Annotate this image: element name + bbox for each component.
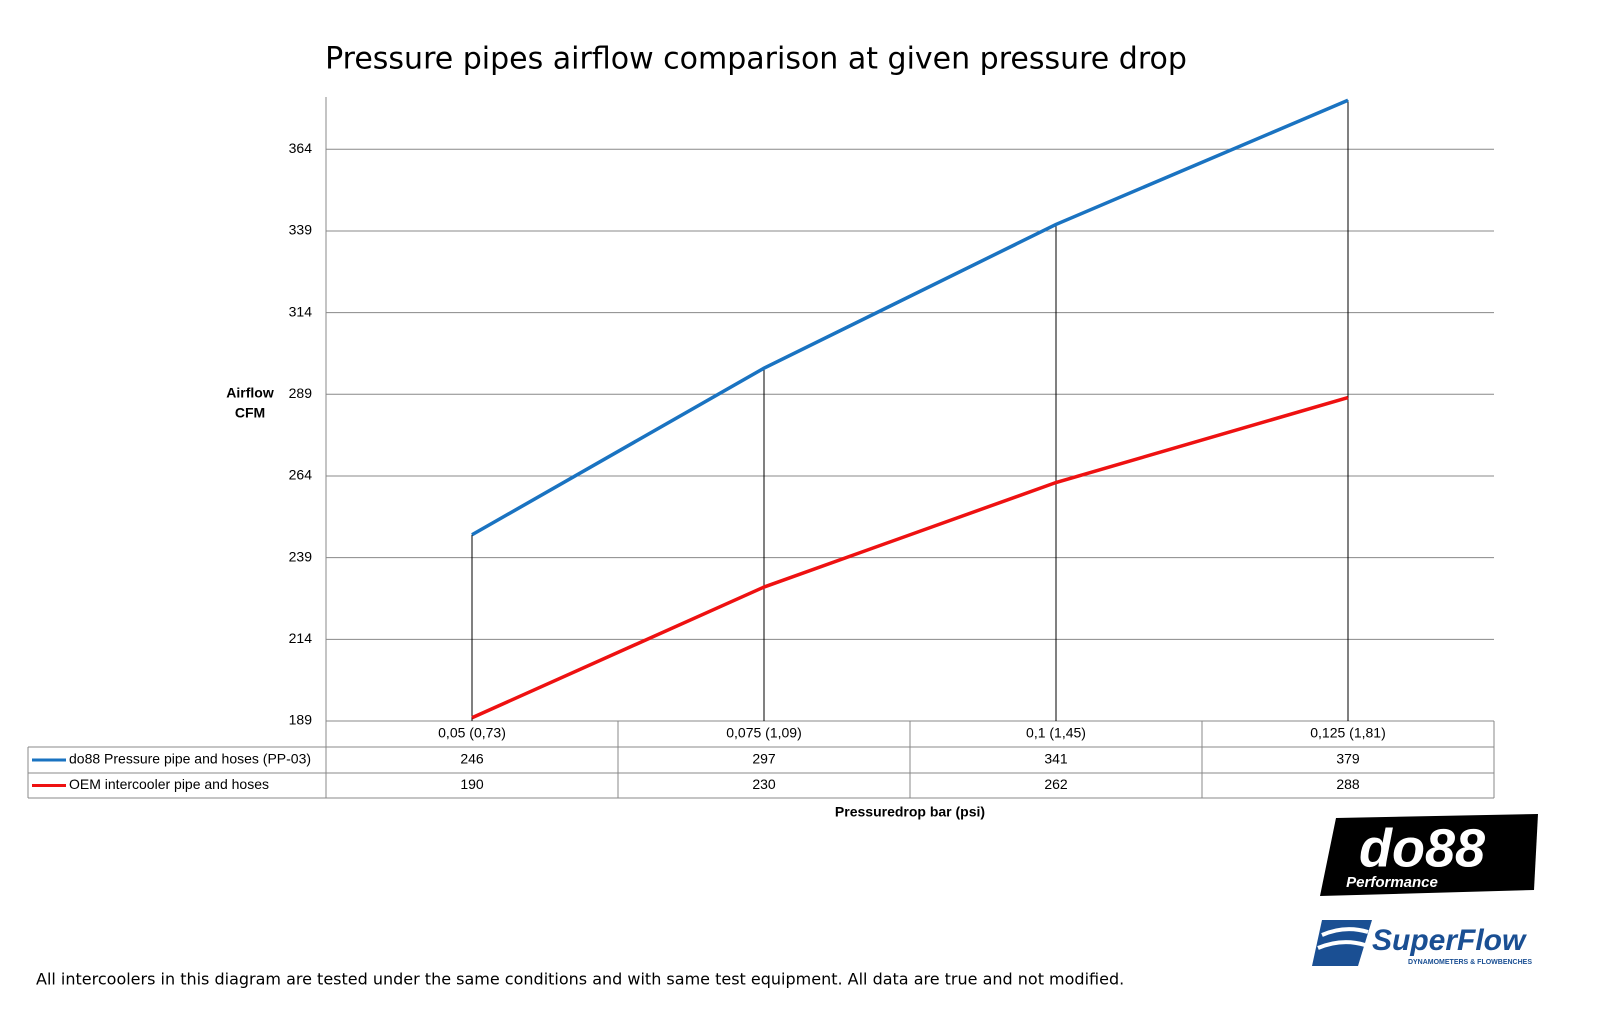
table-value: 246 xyxy=(460,751,484,767)
y-axis-label: CFM xyxy=(235,405,265,421)
y-tick-label: 264 xyxy=(289,467,313,483)
x-tick-label: 0,075 (1,09) xyxy=(726,725,802,741)
table-value: 379 xyxy=(1336,751,1360,767)
superflow-logo: SuperFlow DYNAMOMETERS & FLOWBENCHES xyxy=(1312,920,1532,966)
footnote: All intercoolers in this diagram are tes… xyxy=(36,970,1124,989)
y-tick-label: 364 xyxy=(289,140,313,156)
logo-shape xyxy=(1320,814,1538,896)
table-value: 297 xyxy=(752,751,776,767)
table-value: 288 xyxy=(1336,776,1360,792)
y-tick-label: 189 xyxy=(289,712,313,728)
series-line xyxy=(471,98,1349,537)
logo-shape xyxy=(1317,927,1369,950)
y-axis-label: Airflow xyxy=(226,385,274,401)
x-tick-label: 0,1 (1,45) xyxy=(1026,725,1086,741)
table-value: 190 xyxy=(460,776,484,792)
y-tick-label: 214 xyxy=(289,630,313,646)
y-tick-label: 339 xyxy=(289,222,313,238)
legend-label: OEM intercooler pipe and hoses xyxy=(69,776,269,792)
table-value: 262 xyxy=(1044,776,1068,792)
y-tick-label: 239 xyxy=(289,548,313,564)
x-tick-label: 0,05 (0,73) xyxy=(438,725,506,741)
y-tick-label: 314 xyxy=(289,303,313,319)
legend-label: do88 Pressure pipe and hoses (PP-03) xyxy=(69,751,311,767)
logo-text: do88 xyxy=(1359,818,1485,878)
logo-text: Performance xyxy=(1346,874,1438,891)
logo-text: DYNAMOMETERS & FLOWBENCHES xyxy=(1408,959,1532,966)
table-value: 341 xyxy=(1044,751,1068,767)
series-line xyxy=(471,395,1349,720)
table-value: 230 xyxy=(752,776,776,792)
logo-text: SuperFlow xyxy=(1372,924,1527,957)
y-tick-label: 289 xyxy=(289,385,313,401)
x-axis-label: Pressuredrop bar (psi) xyxy=(835,804,985,820)
chart-title: Pressure pipes airflow comparison at giv… xyxy=(325,42,1187,77)
x-tick-label: 0,125 (1,81) xyxy=(1310,725,1386,741)
do88-logo: do88 Performance xyxy=(1320,814,1538,896)
